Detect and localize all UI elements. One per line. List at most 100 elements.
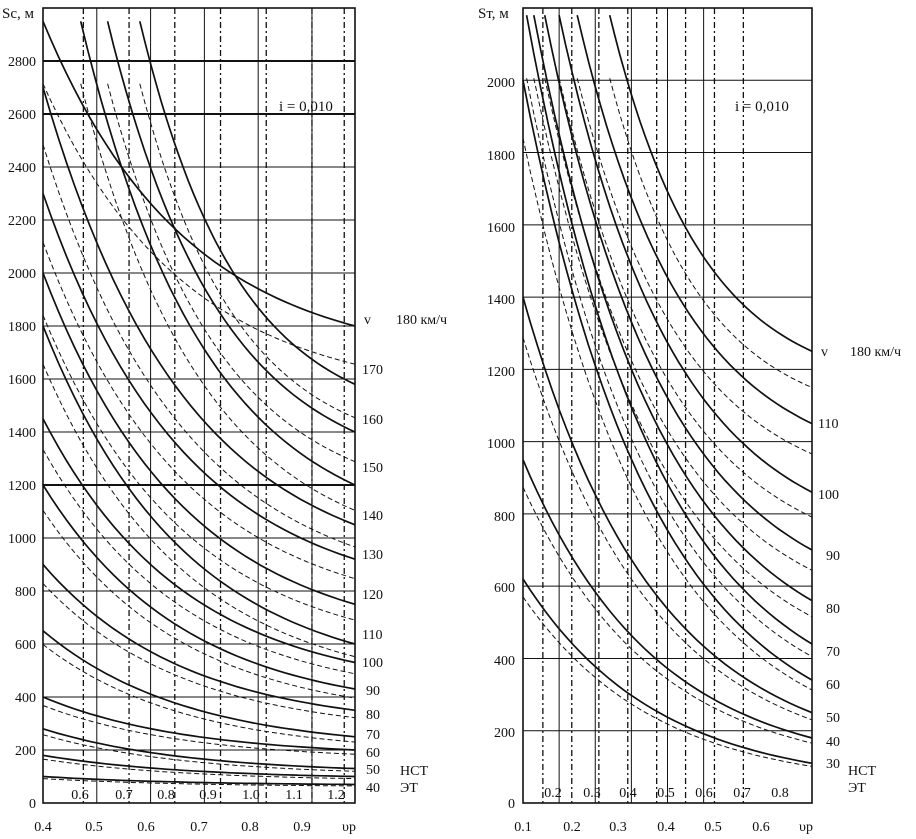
left-speed-140: 140 [362, 509, 383, 524]
left-curve-v120 [42, 272, 356, 606]
right-speed-180: 180 км/ч [850, 345, 901, 360]
left-ytick-1200: 1200 [8, 479, 36, 494]
left-inner-1.0: 1.0 [242, 788, 260, 803]
left-v-symbol: v [364, 313, 371, 328]
left-ytick-2400: 2400 [8, 161, 36, 176]
right-curve-v100 [558, 15, 813, 493]
left-speed-170: 170 [362, 363, 383, 378]
left-ytick-2200: 2200 [8, 214, 36, 229]
right-curve-dashed-v80 [533, 78, 813, 618]
left-curve-v180 [42, 20, 356, 327]
right-curve-dashed-v180 [609, 78, 813, 388]
left-ytick-1000: 1000 [8, 532, 36, 547]
right-speed-80: 80 [826, 602, 840, 617]
left-speed-180: 180 км/ч [396, 313, 447, 328]
right-xtick-0.1: 0.1 [514, 820, 532, 835]
right-xtick-0.4: 0.4 [657, 820, 675, 835]
left-ytick-1400: 1400 [8, 426, 36, 441]
right-curve-v110 [576, 15, 813, 425]
left-curve-v60 [42, 696, 356, 751]
right-curve-dashed-v60 [522, 137, 813, 691]
right-curve-dashed-v110 [576, 78, 813, 455]
left-curve-v70 [42, 630, 356, 738]
left-ytick-2800: 2800 [8, 55, 36, 70]
left-ylabel: Sс, м [2, 6, 35, 22]
left-xtick-0.6: 0.6 [137, 820, 155, 835]
left-curve-v170 [138, 21, 356, 386]
left-curve-dashed-v180 [42, 83, 356, 365]
left-chart: Sс, м i = 0,010 0 200 400 600 800 1000 1… [2, 6, 447, 835]
left-ytick-400: 400 [15, 691, 36, 706]
left-inner-0.9: 0.9 [199, 788, 217, 803]
right-xtick-0.6: 0.6 [752, 820, 770, 835]
right-curve-v30 [522, 578, 813, 765]
left-ytick-200: 200 [15, 744, 36, 759]
right-ytick-1400: 1400 [487, 293, 515, 308]
left-curve-dashed-v100 [42, 449, 356, 675]
left-frame [42, 7, 356, 804]
right-curve-v180 [608, 14, 813, 353]
left-speed-40: 40 [366, 781, 380, 796]
right-xtick-0.5: 0.5 [704, 820, 722, 835]
left-speed-50: 50 [366, 763, 380, 778]
left-ytick-1800: 1800 [8, 320, 36, 335]
right-xlabel: υp [799, 820, 813, 835]
left-xtick-0.4: 0.4 [34, 820, 52, 835]
left-curve-dashed-v40 [42, 758, 356, 780]
left-curve-v150 [79, 21, 356, 486]
right-speed-30: 30 [826, 757, 840, 772]
left-curve-v140 [42, 87, 356, 526]
left-xlabel: υp [342, 820, 356, 835]
right-curve-dashed-v70 [526, 78, 813, 658]
left-curve-dashed-v90 [42, 510, 356, 699]
right-inner-0.4: 0.4 [619, 786, 637, 801]
left-xtick-0.7: 0.7 [190, 820, 208, 835]
right-ytick-600: 600 [494, 581, 515, 596]
right-xtick-0.3: 0.3 [609, 820, 627, 835]
right-curves [522, 14, 813, 767]
right-ytick-1600: 1600 [487, 221, 515, 236]
left-speed-120: 120 [362, 588, 383, 603]
right-ytick-200: 200 [494, 726, 515, 741]
right-curve-v40 [522, 459, 813, 739]
right-inner-0.2: 0.2 [544, 786, 562, 801]
left-inner-0.8: 0.8 [157, 788, 175, 803]
right-ytick-400: 400 [494, 654, 515, 669]
right-xtick-0.2: 0.2 [563, 820, 581, 835]
right-ytick-800: 800 [494, 510, 515, 525]
right-curve-dashed-v100 [558, 78, 813, 518]
right-legend-solid: НСТ [848, 764, 876, 779]
left-speed-160: 160 [362, 413, 383, 428]
right-ytick-0: 0 [508, 797, 515, 812]
right-speed-50: 50 [826, 711, 840, 726]
left-curve-v80 [42, 563, 356, 712]
left-xtick-0.8: 0.8 [241, 820, 259, 835]
right-inner-0.7: 0.7 [733, 786, 751, 801]
left-curve-dashed-v170 [139, 83, 356, 419]
left-ytick-800: 800 [15, 585, 36, 600]
right-speed-70: 70 [826, 645, 840, 660]
left-legend-solid: НСТ [400, 764, 428, 779]
right-v-symbol: v [821, 345, 828, 360]
left-curve-dashed-v30 [42, 778, 355, 787]
left-curve-dashed-v130 [42, 242, 356, 580]
left-curve-v30 [42, 775, 356, 786]
left-inner-1.2: 1.2 [327, 788, 345, 803]
right-curve-v90 [543, 15, 813, 551]
right-legend-dashed: ЭТ [848, 781, 866, 796]
left-curve-v110 [42, 325, 356, 645]
right-curve-v60 [522, 80, 813, 681]
right-curve-dashed-v40 [522, 486, 813, 744]
right-curve-v80 [532, 15, 813, 602]
right-inner-0.8: 0.8 [771, 786, 789, 801]
left-curve-dashed-v160 [107, 83, 356, 463]
right-grid [522, 8, 812, 803]
right-speed-100: 100 [818, 488, 839, 503]
right-chart: Sт, м i = 0,010 0 200 400 600 800 1000 1… [478, 6, 901, 835]
right-curve-v50 [522, 296, 813, 714]
right-annotation: i = 0,010 [735, 99, 789, 115]
left-curves [42, 20, 356, 787]
left-speed-110: 110 [362, 628, 382, 643]
left-ytick-0: 0 [29, 797, 36, 812]
